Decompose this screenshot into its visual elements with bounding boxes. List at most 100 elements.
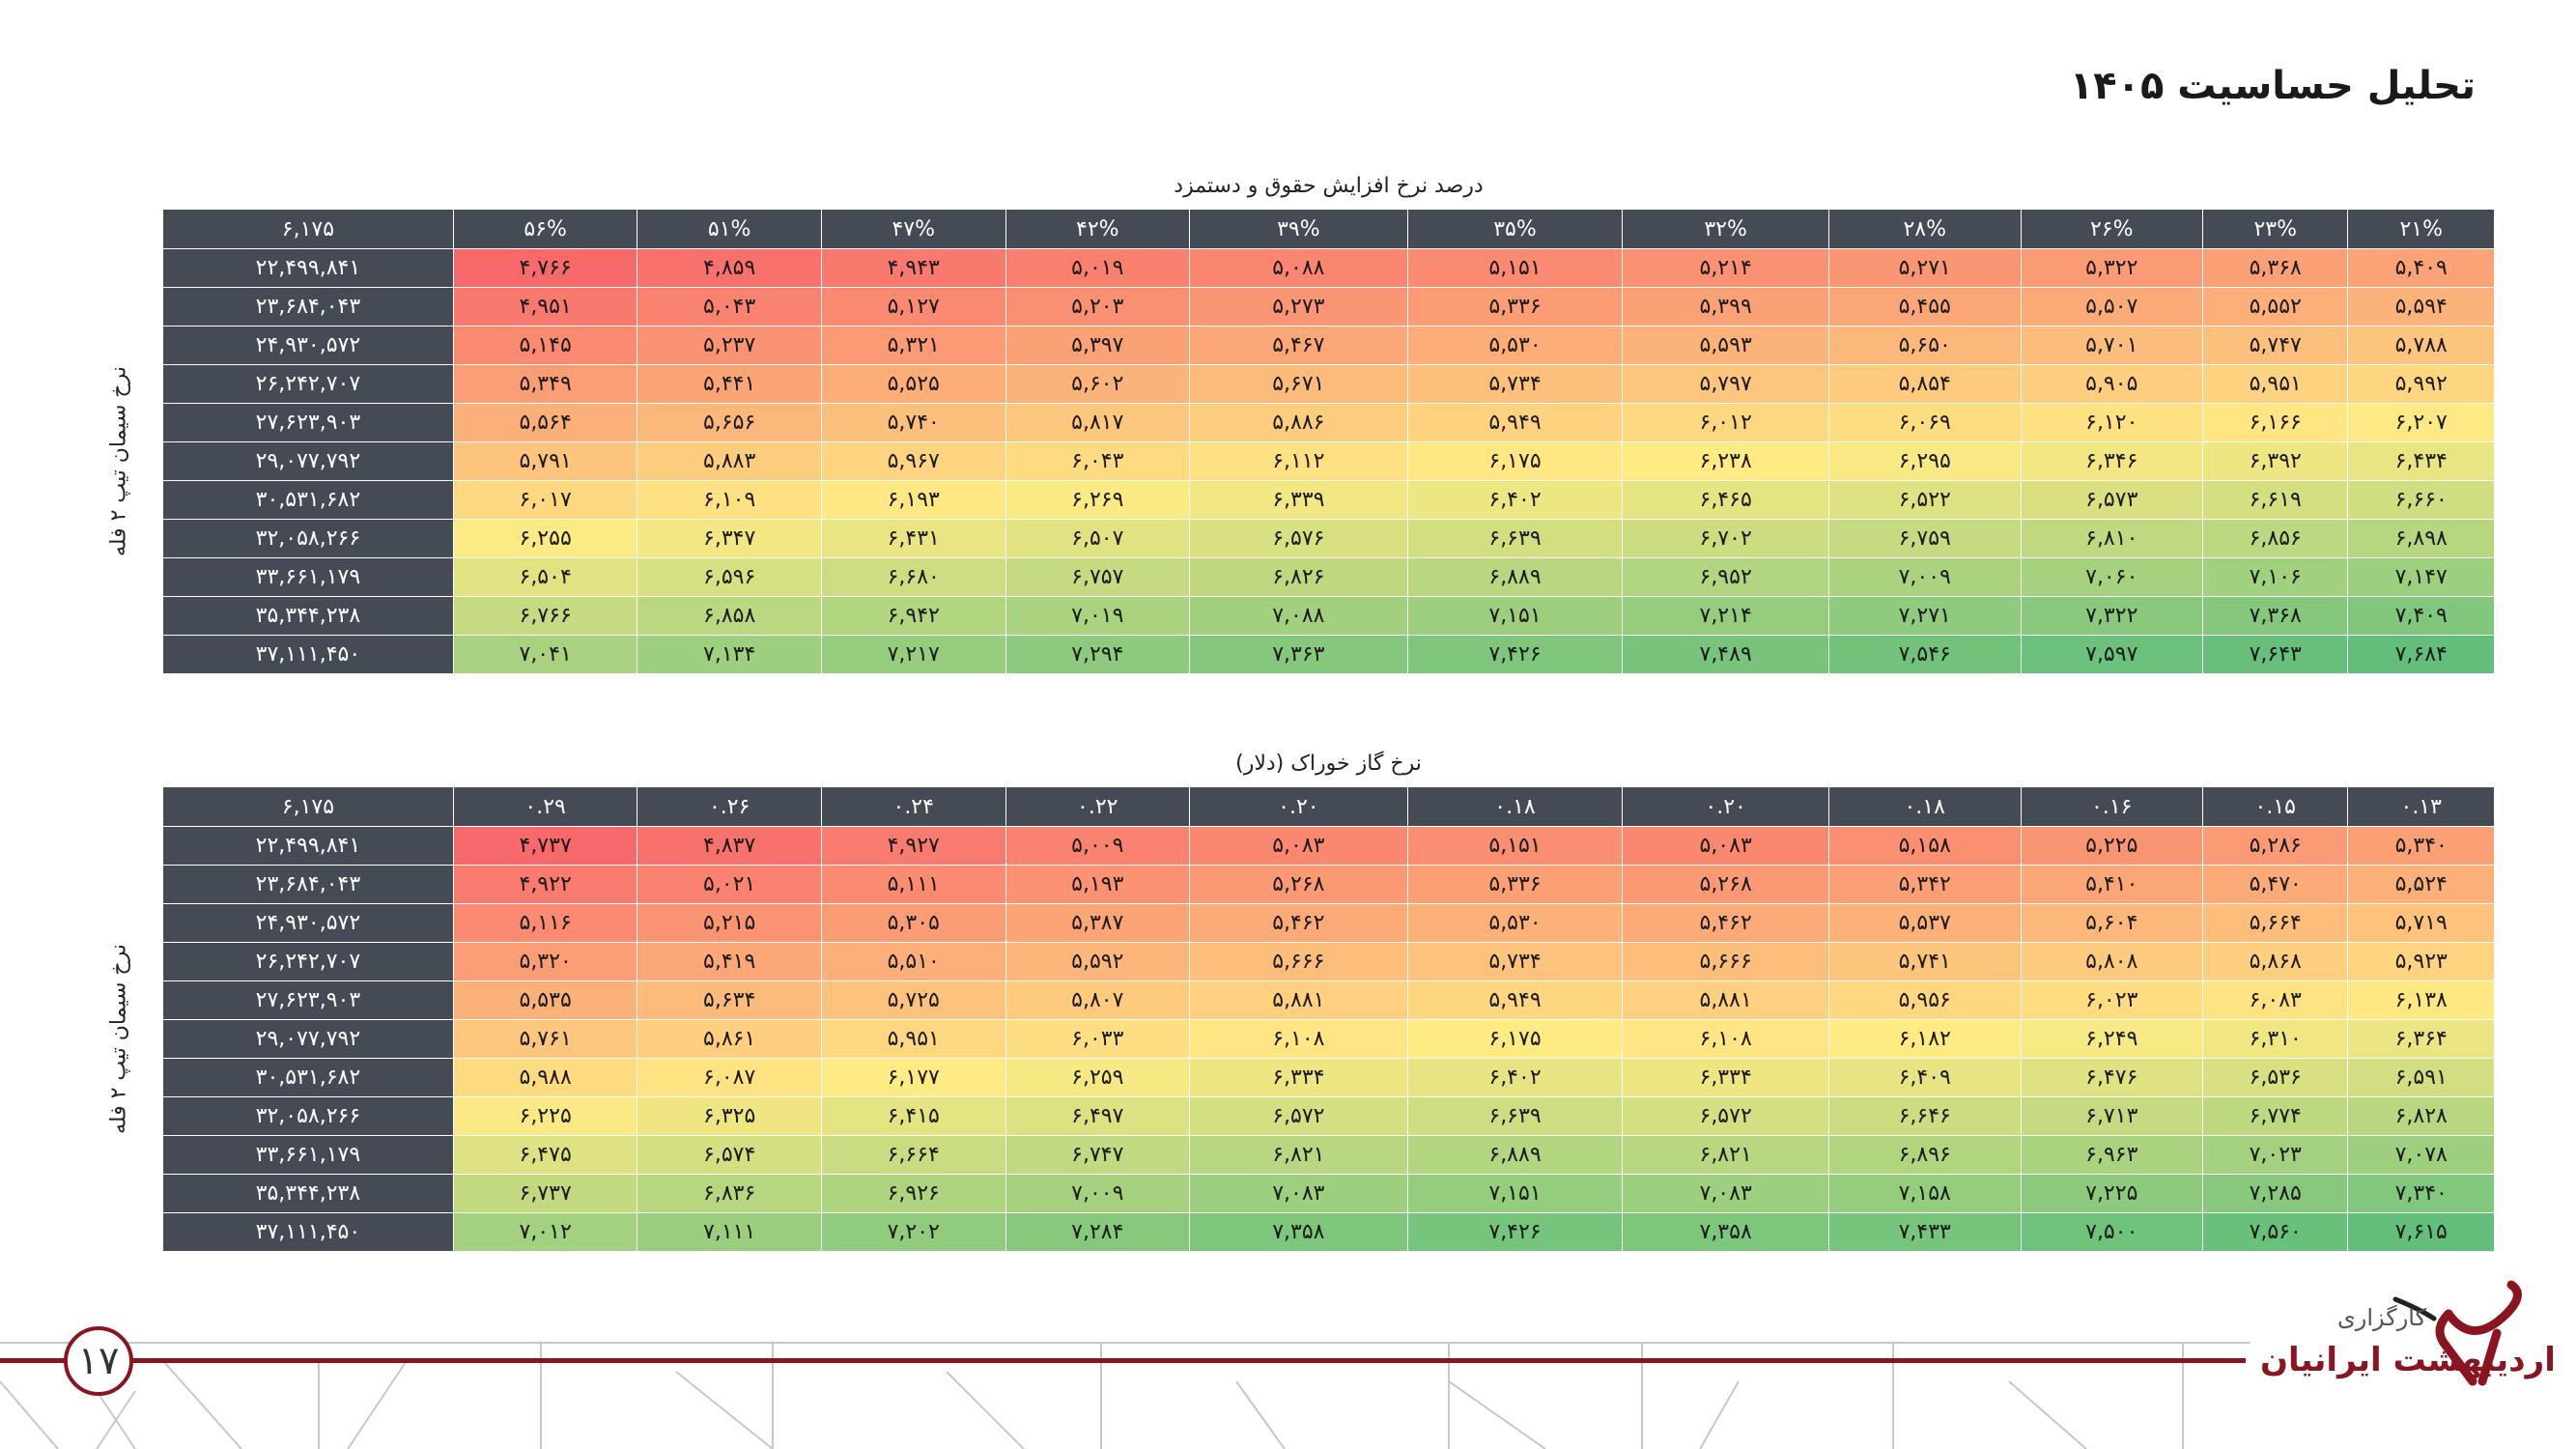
value-cell: ۶,۰۸۳ xyxy=(2202,980,2349,1020)
value-cell: ۵,۰۱۹ xyxy=(1005,248,1191,288)
value-cell: ۶,۱۱۲ xyxy=(1189,441,1408,481)
value-cell: ۵,۸۸۶ xyxy=(1189,403,1408,442)
column-header: ۵۶% xyxy=(452,209,638,249)
value-cell: ۶,۱۰۸ xyxy=(1622,1019,1829,1059)
value-cell: ۶,۷۷۴ xyxy=(2202,1096,2349,1136)
table-header-row: ۶,۱۷۵ ۰.۲۹ ۰.۲۶ ۰.۲۴ ۰.۲۲ ۰.۲۰ ۰.۱۸ ۰.۲۰ ۰.۱۸ ۰.۱… xyxy=(162,786,2495,827)
value-cell: ۶,۱۹۳ xyxy=(820,480,1006,520)
value-cell: ۵,۹۵۱ xyxy=(2202,364,2349,404)
row-header: ۳۷,۱۱۱,۴۵۰ xyxy=(162,1212,454,1252)
column-header: ۰.۲۶ xyxy=(637,786,822,827)
sensitivity-table-gas: ۶,۱۷۵ ۰.۲۹ ۰.۲۶ ۰.۲۴ ۰.۲۲ ۰.۲۰ ۰.۱۸ ۰.۲۰ ۰.۱۸ ۰.۱… xyxy=(162,786,2495,1252)
value-cell: ۶,۱۰۸ xyxy=(1189,1019,1408,1059)
column-header: ۴۲% xyxy=(1005,209,1191,249)
value-cell: ۵,۱۹۳ xyxy=(1005,865,1191,904)
value-cell: ۵,۶۰۲ xyxy=(1005,364,1191,404)
value-cell: ۵,۲۶۸ xyxy=(1189,865,1408,904)
value-cell: ۶,۰۲۳ xyxy=(2020,980,2204,1020)
value-cell: ۵,۹۵۱ xyxy=(820,1019,1006,1059)
row-axis-label: نرخ سیمان تیپ ۲ فله xyxy=(106,944,131,1135)
value-cell: ۶,۵۷۲ xyxy=(1189,1096,1408,1136)
value-cell: ۷,۱۳۴ xyxy=(637,635,822,674)
value-cell: ۷,۱۵۸ xyxy=(1827,1174,2022,1213)
value-cell: ۵,۴۶۲ xyxy=(1189,903,1408,943)
value-cell: ۶,۲۴۹ xyxy=(2020,1019,2204,1059)
value-cell: ۵,۰۸۸ xyxy=(1189,248,1408,288)
column-header: ۰.۲۴ xyxy=(820,786,1006,827)
value-cell: ۶,۵۰۷ xyxy=(1005,519,1191,558)
value-cell: ۷,۲۲۵ xyxy=(2020,1174,2204,1213)
value-cell: ۵,۵۲۵ xyxy=(820,364,1006,404)
value-cell: ۵,۳۴۹ xyxy=(452,364,638,404)
value-cell: ۵,۱۵۱ xyxy=(1406,826,1624,866)
value-cell: ۵,۳۴۰ xyxy=(2347,826,2495,866)
value-cell: ۶,۸۳۶ xyxy=(637,1174,822,1213)
value-cell: ۷,۳۵۸ xyxy=(1622,1212,1829,1252)
value-cell: ۷,۲۱۴ xyxy=(1622,596,1829,636)
value-cell: ۶,۵۷۶ xyxy=(1189,519,1408,558)
row-header: ۳۷,۱۱۱,۴۵۰ xyxy=(162,635,454,674)
table-row: ۲۲,۴۹۹,۸۴۱ ۴,۷۶۶ ۴,۸۵۹ ۴,۹۴۳ ۵,۰۱۹ ۵,۰۸۸ ۵,۱۵۱… xyxy=(162,248,2495,288)
value-cell: ۶,۱۳۸ xyxy=(2347,980,2495,1020)
row-header: ۲۶,۲۴۲,۷۰۷ xyxy=(162,364,454,404)
value-cell: ۵,۰۸۳ xyxy=(1189,826,1408,866)
value-cell: ۵,۴۴۱ xyxy=(637,364,822,404)
row-axis-label: نرخ سیمان تیپ ۲ فله xyxy=(106,366,131,557)
value-cell: ۵,۶۵۶ xyxy=(637,403,822,442)
table-caption: نرخ گاز خوراک (دلار) xyxy=(1235,752,1422,776)
value-cell: ۷,۶۱۵ xyxy=(2347,1212,2495,1252)
value-cell: ۷,۰۱۲ xyxy=(452,1212,638,1252)
value-cell: ۶,۸۸۹ xyxy=(1406,557,1624,597)
row-header: ۳۲,۰۵۸,۲۶۶ xyxy=(162,519,454,558)
column-header: ۰.۱۵ xyxy=(2202,786,2349,827)
value-cell: ۶,۵۳۶ xyxy=(2202,1058,2349,1097)
value-cell: ۶,۴۶۵ xyxy=(1622,480,1829,520)
value-cell: ۶,۰۳۳ xyxy=(1005,1019,1191,1059)
value-cell: ۵,۳۶۸ xyxy=(2202,248,2349,288)
table-row: ۲۴,۹۳۰,۵۷۲ ۵,۱۱۶ ۵,۲۱۵ ۵,۳۰۵ ۵,۳۸۷ ۵,۴۶۲ ۵,۵۳۰… xyxy=(162,903,2495,943)
value-cell: ۵,۲۳۷ xyxy=(637,326,822,365)
value-cell: ۵,۹۶۷ xyxy=(820,441,1006,481)
value-cell: ۶,۴۰۲ xyxy=(1406,1058,1624,1097)
value-cell: ۵,۹۲۳ xyxy=(2347,942,2495,981)
value-cell: ۵,۶۳۴ xyxy=(637,980,822,1020)
value-cell: ۶,۸۲۸ xyxy=(2347,1096,2495,1136)
table-row: ۳۷,۱۱۱,۴۵۰ ۷,۰۱۲ ۷,۱۱۱ ۷,۲۰۲ ۷,۲۸۴ ۷,۳۵۸ ۷,۴۲۶… xyxy=(162,1212,2495,1252)
row-header: ۳۵,۳۴۴,۲۳۸ xyxy=(162,596,454,636)
value-cell: ۵,۱۵۱ xyxy=(1406,248,1624,288)
table-row: ۳۰,۵۳۱,۶۸۲ ۵,۹۸۸ ۶,۰۸۷ ۶,۱۷۷ ۶,۲۵۹ ۶,۳۳۴ ۶,۴۰۲… xyxy=(162,1058,2495,1097)
value-cell: ۵,۷۸۸ xyxy=(2347,326,2495,365)
column-header: ۰.۱۸ xyxy=(1406,786,1624,827)
value-cell: ۶,۸۵۶ xyxy=(2202,519,2349,558)
value-cell: ۵,۷۹۱ xyxy=(452,441,638,481)
value-cell: ۶,۹۵۲ xyxy=(1622,557,1829,597)
row-header: ۳۵,۳۴۴,۲۳۸ xyxy=(162,1174,454,1213)
column-header: ۳۹% xyxy=(1189,209,1408,249)
value-cell: ۴,۷۶۶ xyxy=(452,248,638,288)
value-cell: ۵,۷۳۴ xyxy=(1406,364,1624,404)
table-row: ۳۵,۳۴۴,۲۳۸ ۶,۷۶۶ ۶,۸۵۸ ۶,۹۴۲ ۷,۰۱۹ ۷,۰۸۸ ۷,۱۵۱… xyxy=(162,596,2495,636)
table-row: ۲۳,۶۸۴,۰۴۳ ۴,۹۵۱ ۵,۰۴۳ ۵,۱۲۷ ۵,۲۰۳ ۵,۲۷۳ ۵,۳۳۶… xyxy=(162,287,2495,327)
value-cell: ۵,۵۰۷ xyxy=(2020,287,2204,327)
value-cell: ۶,۱۶۶ xyxy=(2202,403,2349,442)
value-cell: ۶,۳۶۴ xyxy=(2347,1019,2495,1059)
value-cell: ۶,۱۸۲ xyxy=(1827,1019,2022,1059)
value-cell: ۶,۶۳۹ xyxy=(1406,519,1624,558)
value-cell: ۵,۵۶۴ xyxy=(452,403,638,442)
corner-cell: ۶,۱۷۵ xyxy=(162,786,454,827)
value-cell: ۶,۳۴۷ xyxy=(637,519,822,558)
value-cell: ۵,۶۶۶ xyxy=(1189,942,1408,981)
row-header: ۲۶,۲۴۲,۷۰۷ xyxy=(162,942,454,981)
value-cell: ۵,۶۶۴ xyxy=(2202,903,2349,943)
value-cell: ۵,۵۹۳ xyxy=(1622,326,1829,365)
value-cell: ۴,۸۵۹ xyxy=(637,248,822,288)
value-cell: ۵,۷۴۰ xyxy=(820,403,1006,442)
row-header: ۲۳,۶۸۴,۰۴۳ xyxy=(162,287,454,327)
value-cell: ۶,۸۹۶ xyxy=(1827,1135,2022,1175)
value-cell: ۷,۰۱۹ xyxy=(1005,596,1191,636)
table-row: ۳۳,۶۶۱,۱۷۹ ۶,۵۰۴ ۶,۵۹۶ ۶,۶۸۰ ۶,۷۵۷ ۶,۸۲۶ ۶,۸۸۹… xyxy=(162,557,2495,597)
value-cell: ۷,۵۰۰ xyxy=(2020,1212,2204,1252)
value-cell: ۷,۰۲۳ xyxy=(2202,1135,2349,1175)
column-header: ۰.۲۰ xyxy=(1622,786,1829,827)
value-cell: ۶,۲۶۹ xyxy=(1005,480,1191,520)
